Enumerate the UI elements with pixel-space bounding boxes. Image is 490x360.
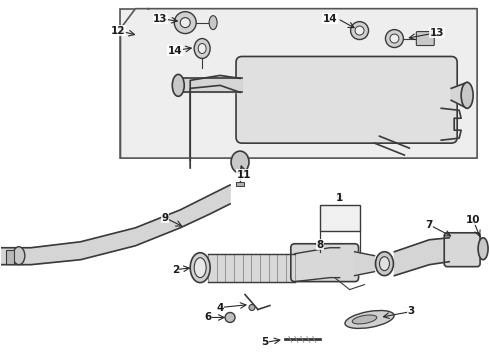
Polygon shape bbox=[190, 75, 240, 168]
Ellipse shape bbox=[355, 26, 364, 35]
Ellipse shape bbox=[478, 238, 488, 260]
Text: 5: 5 bbox=[261, 337, 269, 347]
Bar bbox=[319, 205, 360, 231]
Text: 14: 14 bbox=[168, 45, 183, 55]
Polygon shape bbox=[208, 254, 295, 282]
Ellipse shape bbox=[352, 315, 377, 324]
Ellipse shape bbox=[379, 257, 390, 271]
Text: 9: 9 bbox=[162, 213, 169, 223]
FancyBboxPatch shape bbox=[236, 57, 457, 143]
Ellipse shape bbox=[180, 18, 190, 28]
Bar bbox=[236, 182, 244, 186]
Ellipse shape bbox=[231, 151, 249, 173]
Text: 4: 4 bbox=[217, 302, 224, 312]
Text: 7: 7 bbox=[426, 220, 433, 230]
Ellipse shape bbox=[350, 22, 368, 40]
Ellipse shape bbox=[194, 258, 206, 278]
Bar bbox=[121, 9, 477, 158]
Polygon shape bbox=[355, 252, 374, 276]
Ellipse shape bbox=[174, 12, 196, 33]
Ellipse shape bbox=[386, 30, 403, 48]
Text: 13: 13 bbox=[430, 28, 444, 37]
Ellipse shape bbox=[375, 252, 393, 276]
Ellipse shape bbox=[390, 34, 399, 43]
Ellipse shape bbox=[345, 310, 394, 328]
Ellipse shape bbox=[198, 44, 206, 54]
Ellipse shape bbox=[13, 247, 25, 265]
Polygon shape bbox=[1, 185, 230, 265]
Text: 8: 8 bbox=[316, 240, 323, 250]
Text: 1: 1 bbox=[336, 193, 343, 203]
Text: 2: 2 bbox=[172, 265, 179, 275]
Bar bbox=[6, 250, 14, 264]
FancyBboxPatch shape bbox=[444, 233, 480, 267]
Ellipse shape bbox=[225, 312, 235, 323]
Text: 13: 13 bbox=[153, 14, 168, 24]
Text: 11: 11 bbox=[237, 170, 251, 180]
Ellipse shape bbox=[172, 75, 184, 96]
FancyBboxPatch shape bbox=[416, 32, 434, 45]
Text: 10: 10 bbox=[466, 215, 480, 225]
Polygon shape bbox=[295, 248, 340, 282]
Ellipse shape bbox=[249, 305, 255, 310]
Polygon shape bbox=[121, 9, 477, 158]
Text: 12: 12 bbox=[111, 26, 126, 36]
Text: 6: 6 bbox=[204, 312, 212, 323]
Polygon shape bbox=[451, 82, 467, 108]
Ellipse shape bbox=[209, 15, 217, 30]
Ellipse shape bbox=[194, 39, 210, 58]
Ellipse shape bbox=[190, 253, 210, 283]
FancyBboxPatch shape bbox=[291, 244, 359, 282]
Text: 14: 14 bbox=[323, 14, 338, 24]
Text: 3: 3 bbox=[408, 306, 415, 316]
Polygon shape bbox=[394, 238, 449, 276]
Ellipse shape bbox=[461, 82, 473, 108]
